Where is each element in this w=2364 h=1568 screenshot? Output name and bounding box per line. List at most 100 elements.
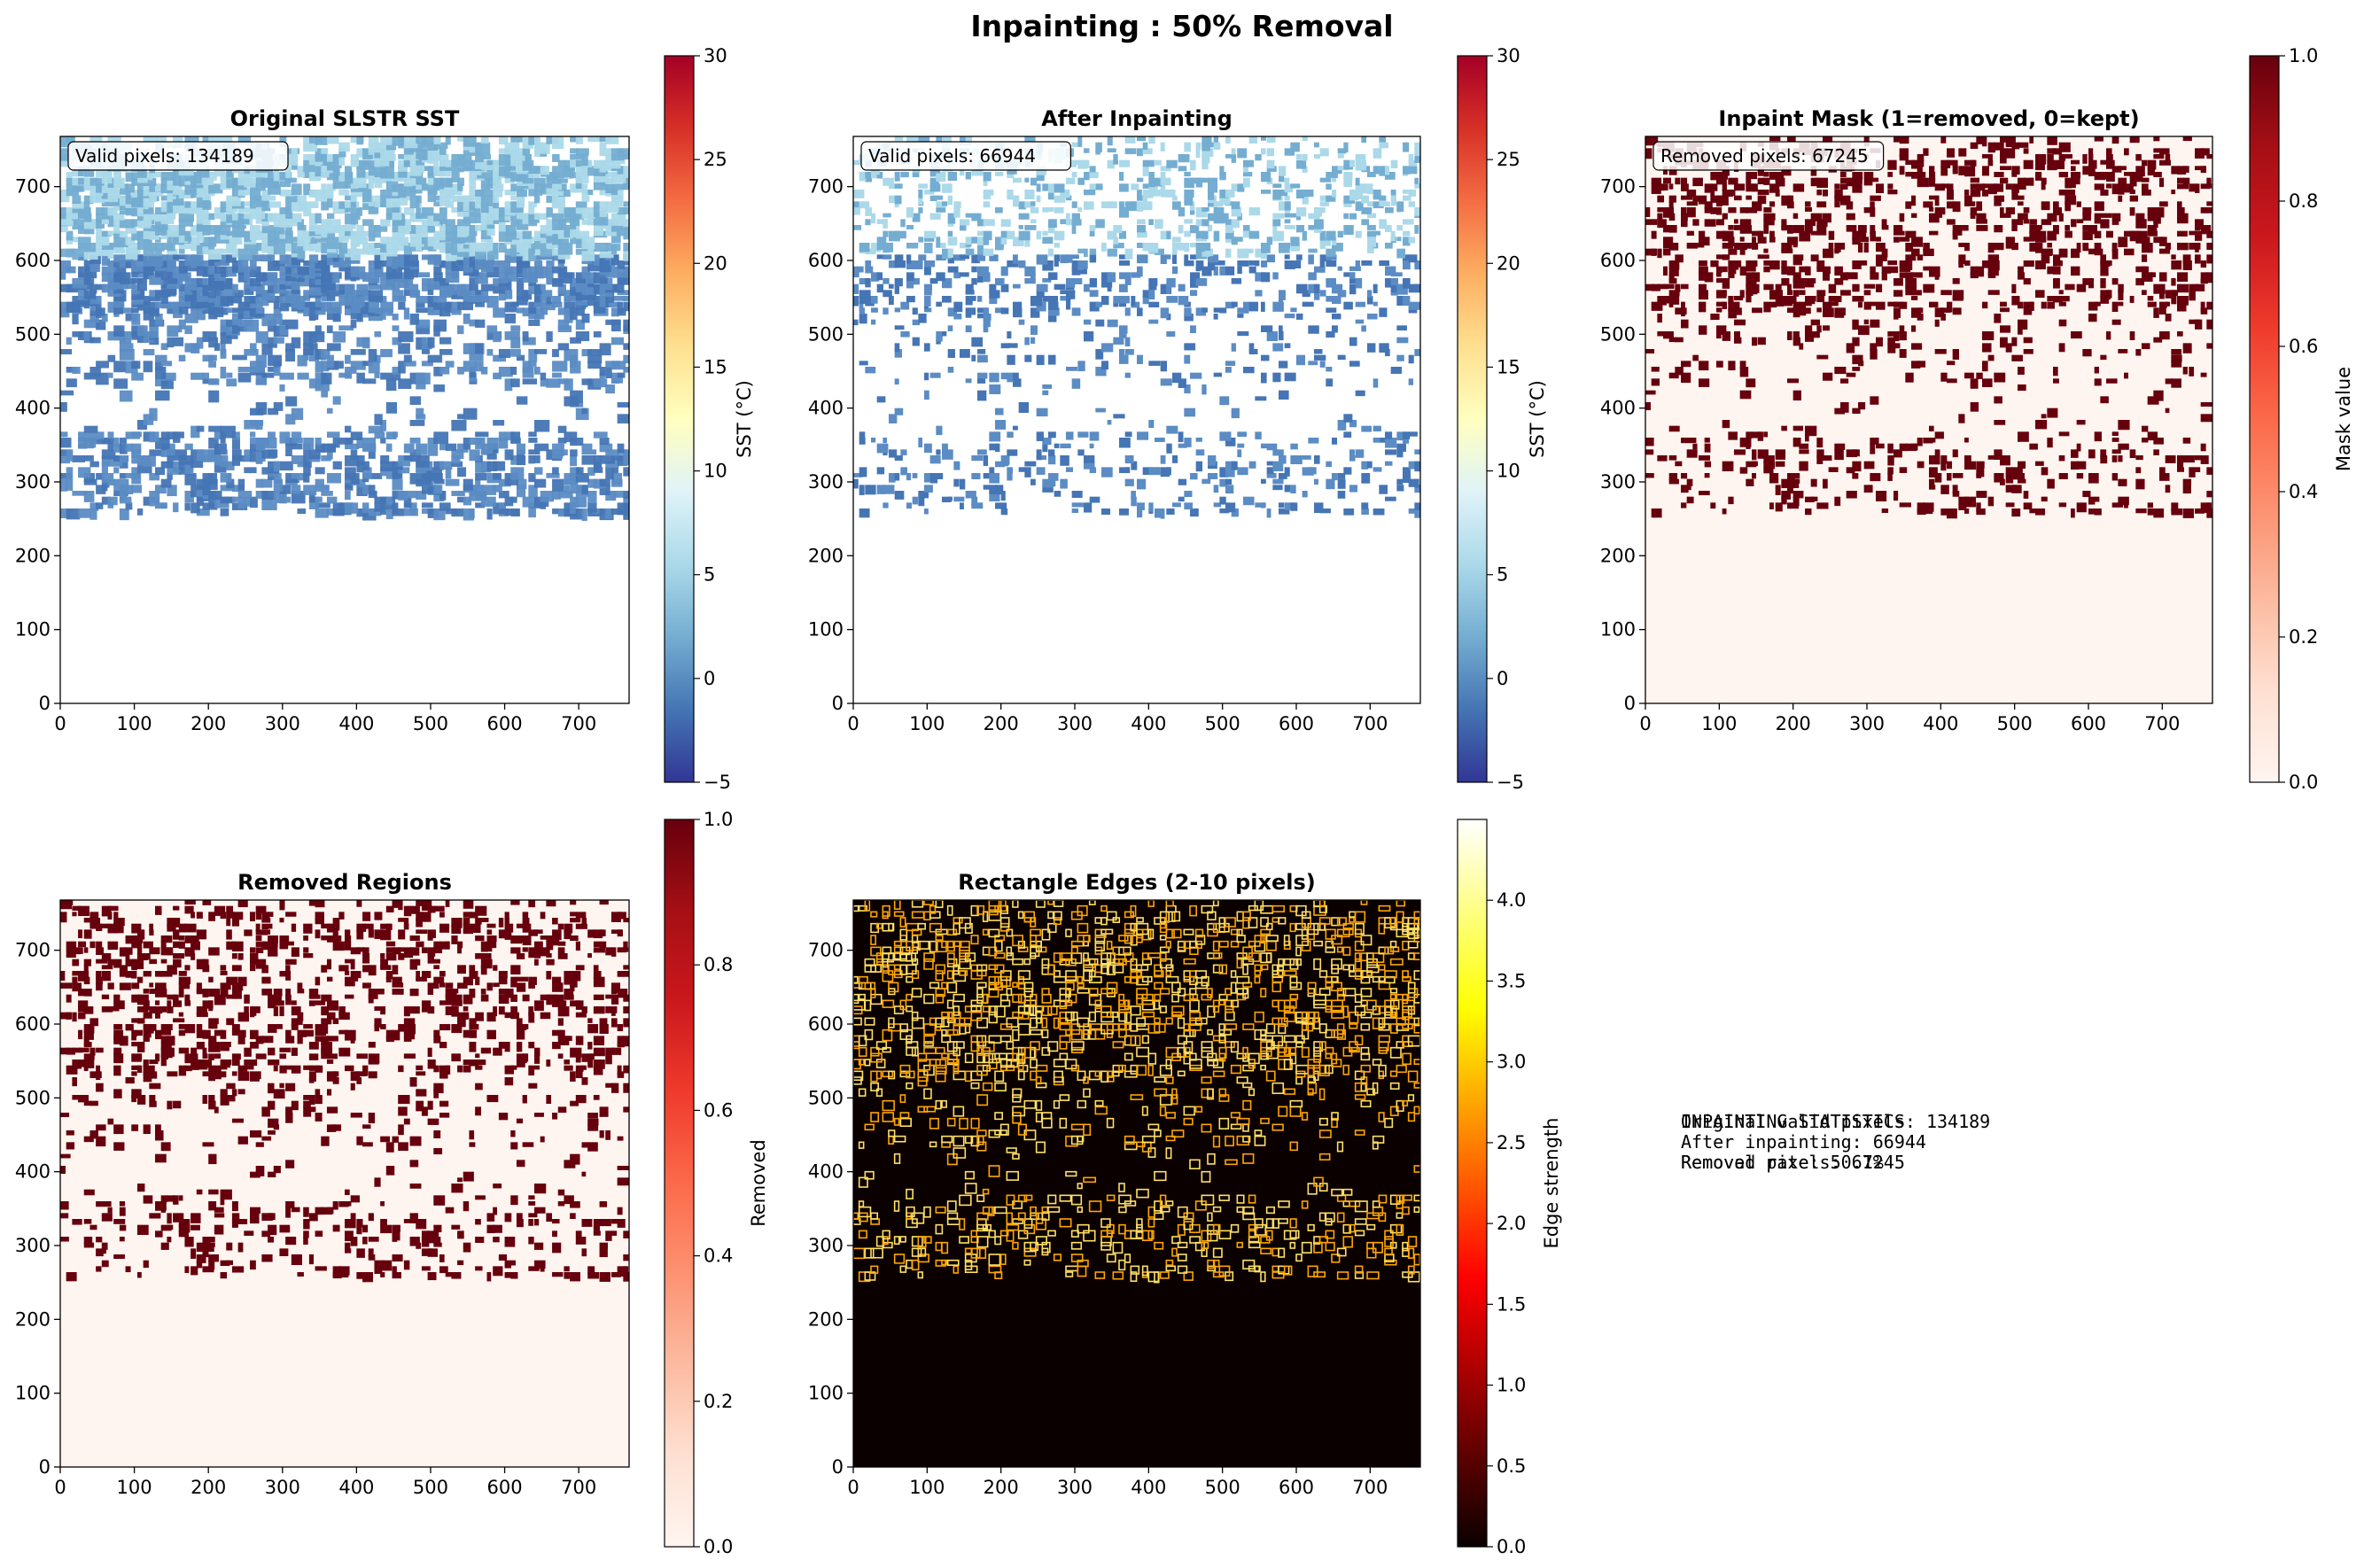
- texture-cell: [350, 248, 361, 260]
- texture-cell: [1178, 207, 1186, 217]
- texture-cell: [202, 225, 211, 236]
- texture-cell: [362, 290, 369, 301]
- texture-cell: [1201, 230, 1209, 239]
- texture-cell: [1396, 354, 1404, 361]
- texture-cell: [516, 278, 525, 291]
- texture-cell: [1361, 207, 1372, 214]
- texture-cell: [1166, 443, 1172, 454]
- texture-cell: [2177, 230, 2188, 237]
- texture-cell: [1792, 213, 1799, 219]
- texture-cell: [1119, 201, 1124, 210]
- texture-cell: [1657, 213, 1663, 220]
- texture-cell: [1887, 331, 1897, 337]
- texture-cell: [599, 142, 607, 150]
- texture-cell: [1787, 478, 1800, 489]
- texture-cell: [96, 213, 105, 222]
- texture-cell: [480, 201, 489, 213]
- texture-cell: [1190, 290, 1198, 296]
- texture-cell: [1213, 201, 1224, 207]
- texture-cell: [2124, 248, 2135, 256]
- texture-cell: [2135, 278, 2144, 286]
- texture-cell: [1739, 207, 1749, 213]
- texture-cell: [1929, 301, 1939, 308]
- texture-cell: [202, 213, 211, 225]
- texture-cell: [528, 183, 538, 197]
- texture-cell: [947, 367, 954, 373]
- texture-cell: [2094, 183, 2104, 190]
- texture-cell: [1284, 314, 1295, 319]
- texture-cell: [445, 467, 452, 479]
- texture-cell: [480, 461, 491, 473]
- texture-cell: [1385, 438, 1397, 448]
- texture-cell: [1349, 266, 1361, 271]
- texture-cell: [237, 372, 252, 383]
- texture-cell: [350, 319, 357, 329]
- texture-cell: [853, 319, 859, 326]
- texture-cell: [1290, 243, 1300, 252]
- texture-cell: [865, 296, 875, 307]
- texture-cell: [1734, 195, 1742, 201]
- texture-cell: [1905, 254, 1917, 261]
- texture-cell: [1858, 243, 1863, 253]
- texture-cell: [1184, 230, 1191, 237]
- texture-cell: [540, 301, 548, 309]
- texture-cell: [617, 372, 626, 378]
- texture-cell: [534, 455, 540, 463]
- texture-cell: [101, 266, 108, 276]
- texture-cell: [1739, 361, 1746, 369]
- texture-cell: [906, 473, 912, 481]
- texture-cell: [392, 266, 402, 279]
- texture-cell: [1248, 301, 1258, 312]
- texture-cell: [1840, 290, 1851, 296]
- texture-cell: [261, 478, 273, 488]
- texture-cell: [953, 254, 966, 261]
- texture-cell: [208, 183, 223, 194]
- texture-cell: [1054, 207, 1064, 213]
- texture-cell: [876, 254, 884, 260]
- texture-cell: [1396, 201, 1404, 213]
- texture-cell: [2200, 207, 2208, 213]
- texture-cell: [1131, 461, 1138, 470]
- texture-cell: [291, 473, 299, 479]
- colorbar-label: SST (°C): [734, 380, 755, 458]
- texture-cell: [445, 159, 457, 167]
- texture-cell: [995, 502, 1007, 509]
- texture-cell: [552, 254, 564, 261]
- texture-cell: [552, 491, 561, 500]
- texture-cell: [871, 296, 878, 304]
- texture-cell: [534, 260, 543, 268]
- texture-cell: [119, 307, 134, 314]
- texture-cell: [534, 166, 546, 172]
- texture-cell: [338, 254, 345, 268]
- texture-cell: [1124, 201, 1137, 212]
- texture-cell: [226, 296, 234, 303]
- texture-cell: [534, 254, 541, 260]
- texture-cell: [149, 408, 158, 422]
- texture-cell: [1970, 402, 1979, 412]
- texture-cell: [1337, 290, 1347, 298]
- y-tick-label: 600: [808, 250, 844, 271]
- texture-cell: [1089, 496, 1100, 503]
- texture-cell: [1225, 467, 1235, 477]
- texture-cell: [1308, 254, 1314, 265]
- texture-cell: [1148, 301, 1160, 308]
- texture-cell: [1184, 195, 1194, 206]
- texture-cell: [1018, 467, 1026, 472]
- texture-cell: [167, 331, 179, 338]
- texture-cell: [1787, 237, 1799, 245]
- texture-cell: [498, 272, 509, 284]
- texture-cell: [1084, 172, 1090, 181]
- texture-cell: [421, 183, 430, 191]
- texture-cell: [2082, 491, 2091, 498]
- texture-cell: [1137, 225, 1146, 233]
- texture-cell: [1403, 438, 1410, 444]
- texture-cell: [433, 296, 447, 303]
- texture-cell: [1987, 354, 1995, 361]
- texture-cell: [1101, 201, 1112, 209]
- texture-cell: [498, 290, 507, 301]
- texture-cell: [493, 213, 500, 221]
- texture-cell: [1213, 372, 1223, 377]
- texture-cell: [493, 283, 505, 294]
- texture-cell: [261, 225, 276, 234]
- texture-cell: [1071, 201, 1077, 208]
